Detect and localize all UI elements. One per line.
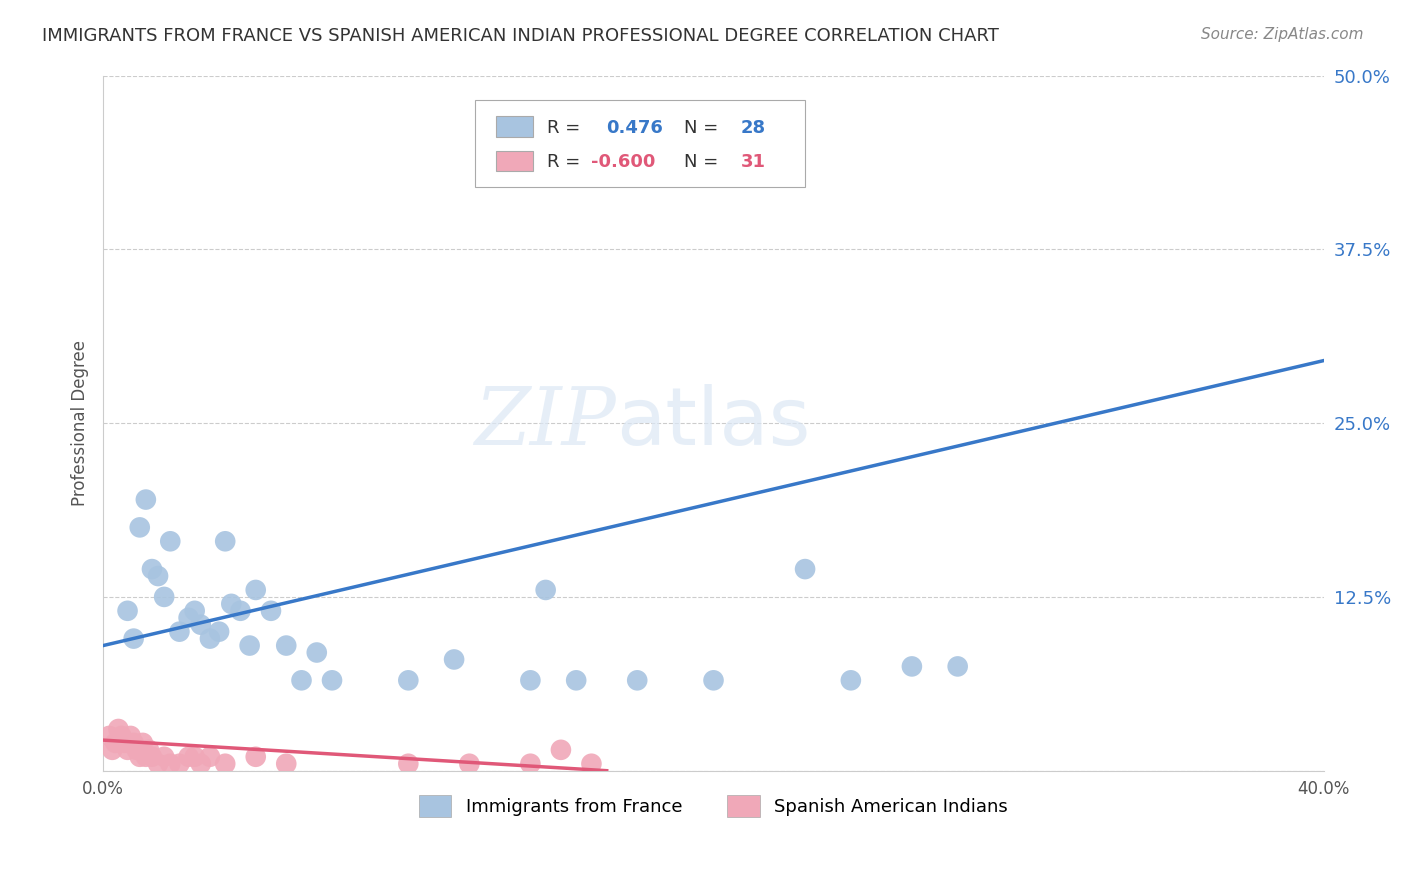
Point — [159, 534, 181, 549]
Point — [190, 617, 212, 632]
FancyBboxPatch shape — [475, 100, 806, 186]
Text: atlas: atlas — [616, 384, 810, 462]
Point — [229, 604, 252, 618]
Point — [153, 749, 176, 764]
Text: R =: R = — [547, 119, 586, 136]
Point — [122, 736, 145, 750]
Text: N =: N = — [685, 119, 724, 136]
Point — [198, 632, 221, 646]
Point — [177, 749, 200, 764]
Point — [321, 673, 343, 688]
Point — [839, 673, 862, 688]
Point — [120, 729, 142, 743]
Point — [626, 673, 648, 688]
Point — [128, 749, 150, 764]
Point — [138, 743, 160, 757]
Point — [396, 673, 419, 688]
Point — [748, 152, 770, 166]
Point — [114, 736, 136, 750]
Point — [117, 604, 139, 618]
Point — [581, 756, 603, 771]
Text: 28: 28 — [741, 119, 765, 136]
Text: R =: R = — [547, 153, 586, 171]
Point — [305, 646, 328, 660]
Point — [110, 729, 132, 743]
Point — [98, 729, 121, 743]
Point — [101, 743, 124, 757]
Point — [177, 611, 200, 625]
Point — [245, 749, 267, 764]
Point — [208, 624, 231, 639]
Point — [128, 520, 150, 534]
Point — [169, 624, 191, 639]
Point — [276, 756, 298, 771]
Point — [183, 749, 205, 764]
Point — [458, 756, 481, 771]
Point — [117, 743, 139, 757]
Point — [443, 652, 465, 666]
Text: 0.476: 0.476 — [606, 119, 664, 136]
Point — [519, 756, 541, 771]
Text: N =: N = — [685, 153, 724, 171]
Point — [276, 639, 298, 653]
Text: ZIP: ZIP — [474, 384, 616, 462]
Point — [198, 749, 221, 764]
Y-axis label: Professional Degree: Professional Degree — [72, 340, 89, 506]
Point — [132, 736, 155, 750]
Point — [239, 639, 262, 653]
Point — [565, 673, 588, 688]
Point — [214, 756, 236, 771]
Point — [702, 673, 724, 688]
Point — [519, 673, 541, 688]
Point — [245, 582, 267, 597]
Point — [946, 659, 969, 673]
Point — [135, 749, 157, 764]
Point — [290, 673, 312, 688]
Point — [159, 756, 181, 771]
Point — [901, 659, 924, 673]
Point — [169, 756, 191, 771]
Point — [260, 604, 283, 618]
Point — [183, 604, 205, 618]
Point — [107, 722, 129, 736]
Point — [141, 749, 163, 764]
Point — [534, 582, 557, 597]
Point — [396, 756, 419, 771]
Point — [794, 562, 817, 576]
Point — [550, 743, 572, 757]
Point — [146, 569, 169, 583]
Point — [125, 743, 148, 757]
Point — [221, 597, 243, 611]
Legend: Immigrants from France, Spanish American Indians: Immigrants from France, Spanish American… — [412, 788, 1015, 824]
Point — [153, 590, 176, 604]
Bar — [496, 116, 533, 136]
Point — [104, 736, 127, 750]
Point — [214, 534, 236, 549]
Text: IMMIGRANTS FROM FRANCE VS SPANISH AMERICAN INDIAN PROFESSIONAL DEGREE CORRELATIO: IMMIGRANTS FROM FRANCE VS SPANISH AMERIC… — [42, 27, 1000, 45]
Text: Source: ZipAtlas.com: Source: ZipAtlas.com — [1201, 27, 1364, 42]
Point — [141, 562, 163, 576]
Bar — [496, 151, 533, 171]
Text: -0.600: -0.600 — [592, 153, 655, 171]
Point — [146, 756, 169, 771]
Point — [135, 492, 157, 507]
Point — [190, 756, 212, 771]
Text: 31: 31 — [741, 153, 765, 171]
Point — [122, 632, 145, 646]
